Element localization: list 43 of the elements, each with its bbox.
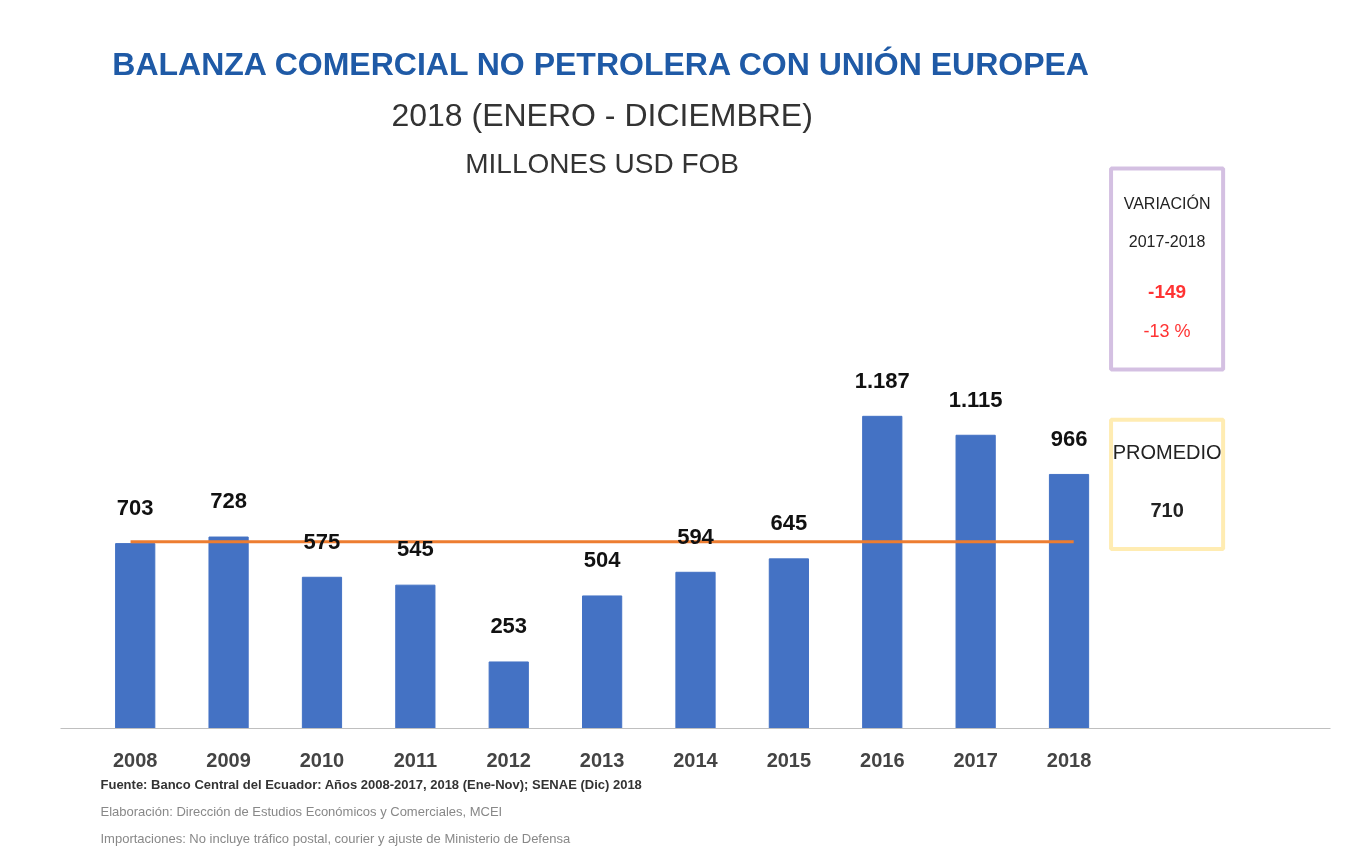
text: Importaciones: No incluye tráfico postal, courier y ajuste de Ministerio de Defensa bbox=[100, 830, 571, 846]
bar bbox=[1048, 473, 1090, 729]
x-tick-label: 2012 bbox=[486, 748, 531, 771]
text: -149 bbox=[1148, 280, 1187, 302]
bar bbox=[208, 536, 249, 729]
bar bbox=[582, 595, 623, 729]
bar bbox=[862, 415, 903, 729]
text: -13 % bbox=[1143, 320, 1191, 341]
data-label: 703 bbox=[116, 494, 154, 520]
source-note: Fuente: Banco Central del Ecuador: Años 2008-2017, 2018 (Ene-Nov); SENAE (Dic) 2018 bbox=[100, 776, 642, 792]
text: MILLONES USD FOB bbox=[465, 148, 740, 180]
bar bbox=[955, 434, 996, 729]
bar bbox=[675, 571, 716, 729]
x-tick-label: 2009 bbox=[206, 748, 251, 771]
bar bbox=[395, 584, 436, 729]
data-label: 966 bbox=[1050, 425, 1088, 451]
x-tick-label: 2010 bbox=[299, 748, 345, 771]
bar bbox=[768, 558, 809, 729]
x-tick-label: 2015 bbox=[766, 748, 812, 771]
x-tick-label: 2017 bbox=[953, 748, 998, 771]
data-label: 645 bbox=[770, 510, 808, 536]
chart-title: BALANZA COMERCIAL NO PETROLERA CON UNIÓN EUROPEA bbox=[112, 46, 1089, 83]
bar bbox=[301, 576, 343, 729]
data-label: 545 bbox=[397, 536, 434, 562]
data-label: 253 bbox=[490, 613, 528, 639]
x-tick-label: 2014 bbox=[673, 748, 719, 771]
data-label: 728 bbox=[210, 488, 247, 514]
x-tick-label: 2018 bbox=[1046, 748, 1092, 771]
x-tick-label: 2016 bbox=[860, 748, 905, 771]
x-tick-label: 2013 bbox=[579, 748, 625, 771]
data-label: 1.187 bbox=[854, 367, 910, 393]
text: Elaboración: Dirección de Estudios Económicos y Comerciales, MCEI bbox=[100, 803, 503, 819]
data-label: 1.115 bbox=[948, 386, 1003, 412]
text: VARIACIÓN bbox=[1123, 193, 1211, 212]
data-label: 504 bbox=[583, 547, 622, 573]
bar bbox=[488, 661, 529, 729]
text: 2017-2018 bbox=[1128, 233, 1206, 251]
chart-subtitle: 2018 (ENERO - DICIEMBRE) bbox=[391, 96, 813, 133]
text: 710 bbox=[1150, 498, 1184, 521]
x-tick-label: 2011 bbox=[393, 748, 438, 771]
bar bbox=[115, 543, 156, 729]
text: PROMEDIO bbox=[1112, 440, 1222, 463]
x-tick-label: 2008 bbox=[112, 748, 158, 771]
